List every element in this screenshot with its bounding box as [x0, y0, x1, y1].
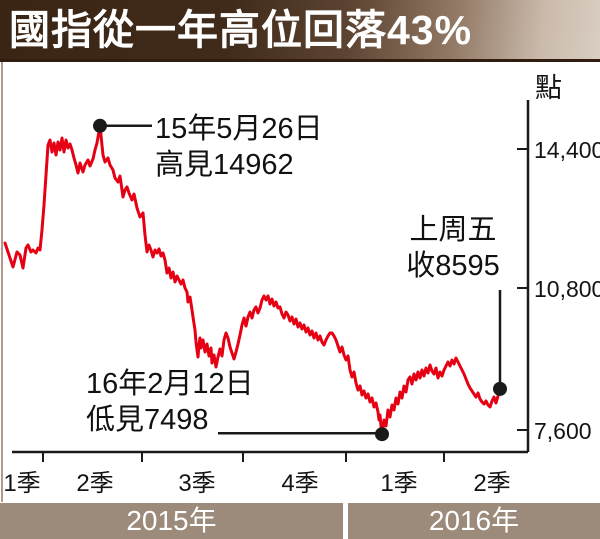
- x-tick-label-2015q2: 2季: [76, 470, 114, 497]
- price-line: [3, 124, 502, 436]
- annotation-last-close: 上周五 收8595: [392, 212, 514, 284]
- year-band-2016: 2016年: [348, 503, 600, 539]
- axes: [12, 100, 530, 454]
- low-dot: [375, 427, 389, 442]
- year-band-2015: 2015年: [0, 503, 343, 539]
- page-title: 國指從一年高位回落43%: [9, 7, 473, 53]
- annotation-peak: 15年5月26日 高見14962: [155, 111, 323, 183]
- title-bar: 國指從一年高位回落43%: [0, 0, 600, 62]
- annotation-last-close-label: 上周五: [409, 214, 497, 246]
- y-tick-label-10800: 10,800: [534, 276, 600, 302]
- x-tick-label-2015q3: 3季: [178, 470, 216, 497]
- x-tick-label-2015q1: 1季: [3, 470, 41, 497]
- annotation-low-value: 低見7498: [86, 404, 209, 436]
- annotation-low: 16年2月12日 低見7498: [86, 366, 254, 438]
- x-tick-label-2015q4: 4季: [281, 470, 319, 497]
- x-tick-label-2016q1: 1季: [380, 470, 418, 497]
- peak-dot: [93, 118, 107, 133]
- annotation-last-close-value: 收8595: [406, 250, 500, 282]
- x-tick-label-2016q2: 2季: [473, 470, 511, 497]
- y-axis-unit-label: 點: [535, 73, 562, 103]
- y-tick-label-14400: 14,400: [534, 137, 600, 163]
- left-column-rule: [1, 62, 3, 502]
- close-dot: [493, 381, 507, 396]
- y-tick-label-7600: 7,600: [534, 418, 592, 444]
- annotation-peak-date: 15年5月26日: [155, 113, 323, 145]
- annotation-peak-value: 高見14962: [155, 149, 294, 181]
- annotation-low-date: 16年2月12日: [86, 368, 254, 400]
